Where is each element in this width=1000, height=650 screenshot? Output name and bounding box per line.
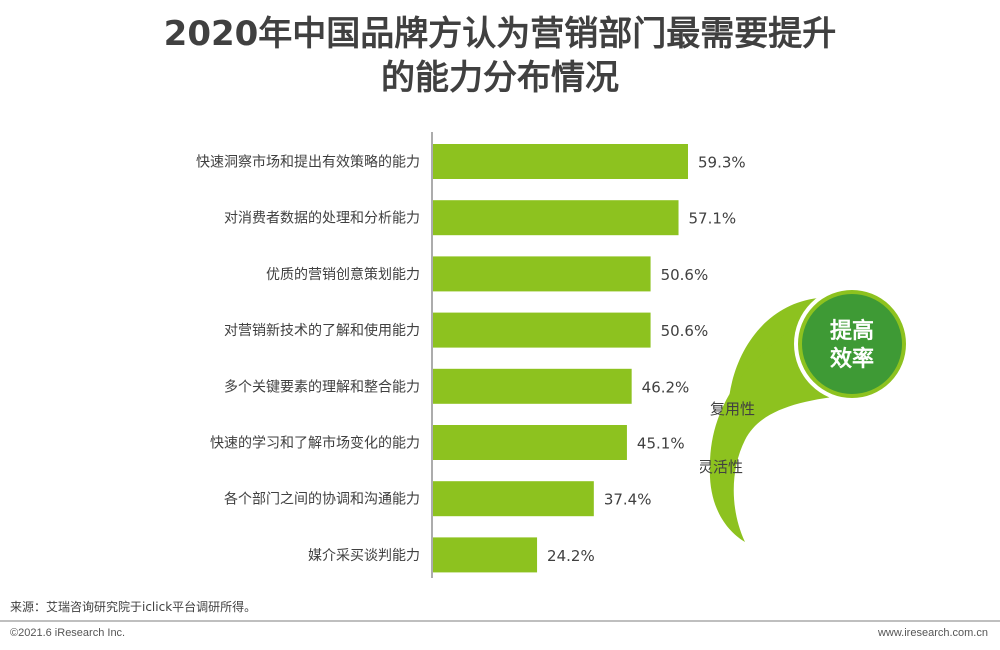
category-label-8: 媒介采买谈判能力 (308, 548, 420, 564)
chart-title: 2020年中国品牌方认为营销部门最需要提升 的能力分布情况 (0, 12, 1000, 100)
category-label-2: 对消费者数据的处理和分析能力 (224, 211, 420, 227)
category-label-4: 对营销新技术的了解和使用能力 (224, 322, 420, 339)
source-note: 来源：艾瑞咨询研究院于iclick平台调研所得。 (10, 600, 257, 614)
value-label-8: 24.2% (547, 547, 595, 565)
efficiency-decoration: 提高 效率 复用性 灵活性 (700, 286, 910, 542)
bar-1 (433, 144, 688, 179)
value-label-6: 45.1% (637, 435, 685, 453)
copyright-text: ©2021.6 iResearch Inc. (10, 627, 126, 639)
chart-title-line-1: 2020年中国品牌方认为营销部门最需要提升 (163, 14, 837, 54)
website-link: www.iresearch.com.cn (877, 627, 988, 639)
category-label-6: 快速的学习和了解市场变化的能力 (210, 435, 420, 452)
chart-title-line-2: 的能力分布情况 (381, 58, 619, 98)
value-label-5: 46.2% (642, 378, 690, 396)
category-label-1: 快速洞察市场和提出有效策略的能力 (196, 154, 420, 171)
bar-7 (433, 481, 594, 517)
value-label-4: 50.6% (661, 322, 709, 340)
bar-2 (433, 200, 679, 236)
efficiency-circle (798, 290, 906, 398)
flexibility-label: 灵活性 (700, 458, 743, 476)
bars-group: 快速洞察市场和提出有效策略的能力 59.3% 对消费者数据的处理和分析能力 57.1%… (196, 144, 746, 573)
circle-text-line-2: 效率 (830, 346, 874, 372)
value-label-1: 59.3% (698, 154, 746, 172)
circle-text-line-1: 提高 (830, 318, 874, 344)
footer-divider (0, 620, 1000, 622)
bar-3 (433, 256, 651, 292)
category-label-7: 各个部门之间的协调和沟通能力 (224, 492, 420, 508)
value-label-3: 50.6% (661, 266, 709, 284)
reusability-label: 复用性 (710, 400, 755, 418)
bar-8 (433, 537, 538, 573)
value-label-2: 57.1% (689, 210, 737, 228)
bar-6 (433, 425, 627, 460)
bar-5 (433, 368, 632, 404)
bar-chart: 快速洞察市场和提出有效策略的能力 59.3% 对消费者数据的处理和分析能力 57.1%… (196, 132, 746, 578)
value-label-7: 37.4% (604, 491, 652, 509)
bar-4 (433, 312, 651, 348)
category-label-5: 多个关键要素的理解和整合能力 (224, 378, 420, 395)
category-label-3: 优质的营销创意策划能力 (266, 266, 420, 283)
